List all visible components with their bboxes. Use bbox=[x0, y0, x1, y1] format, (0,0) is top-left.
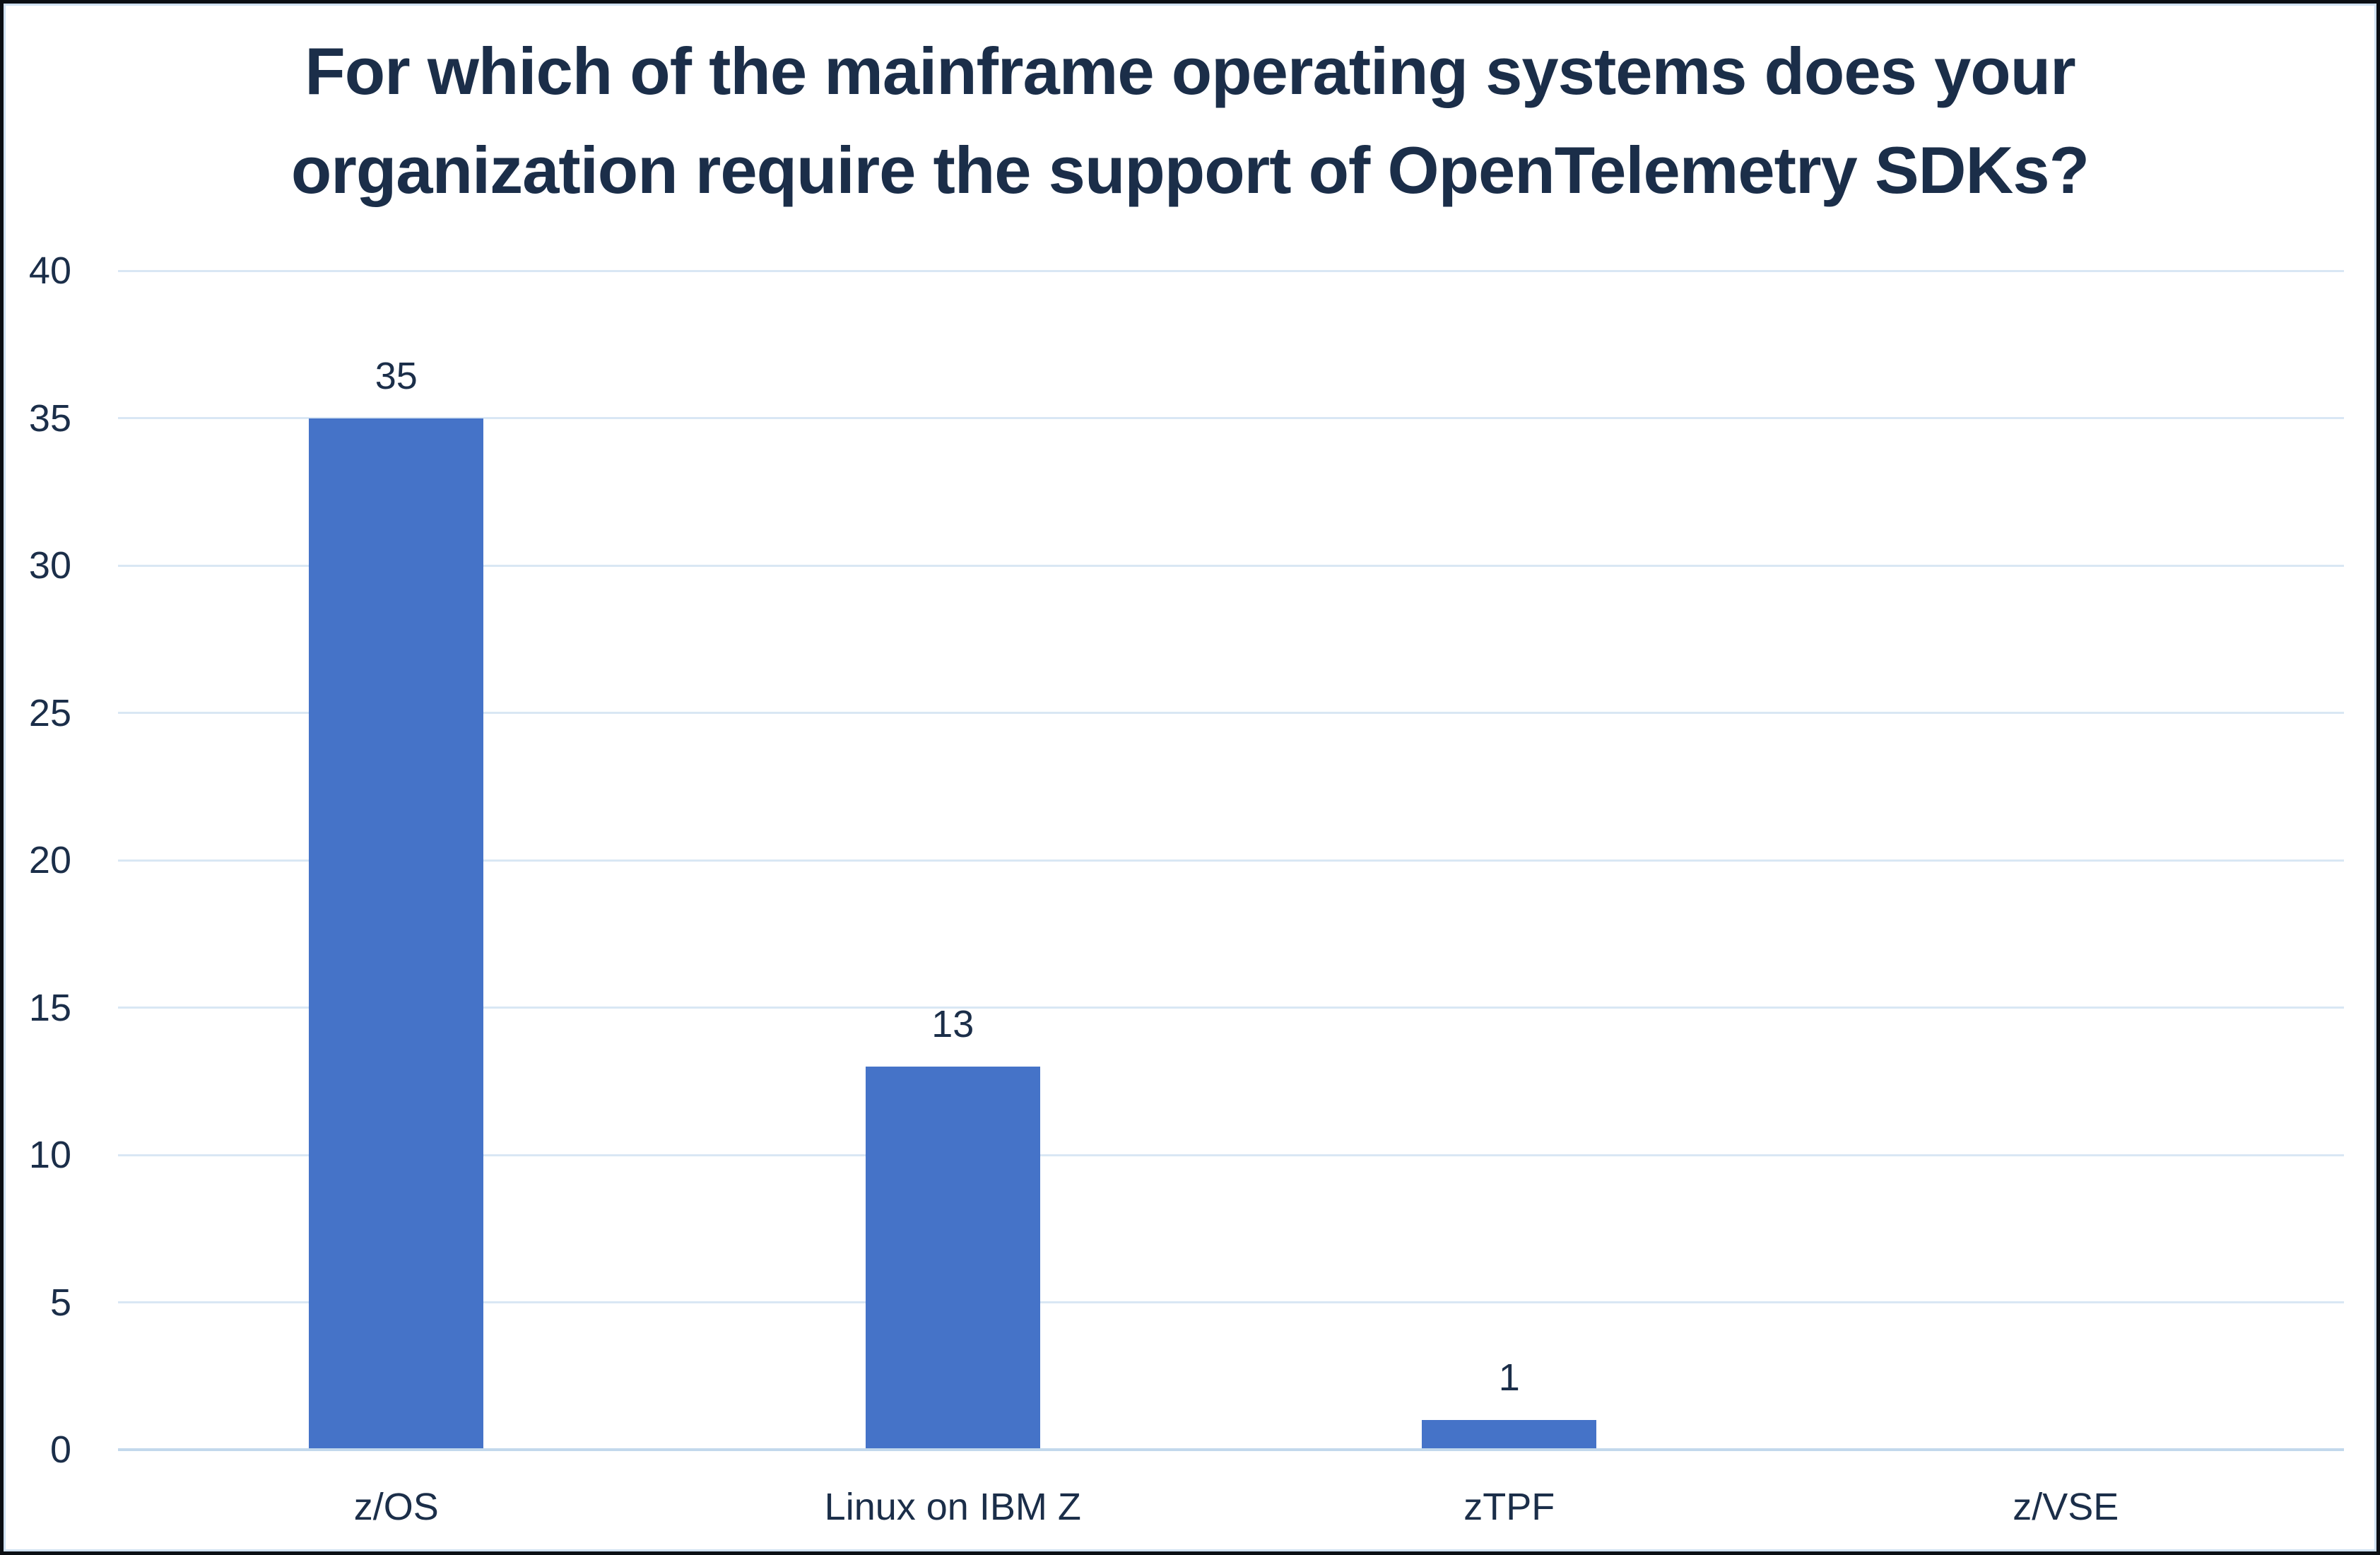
x-category-label-2: zTPF bbox=[1463, 1486, 1555, 1528]
bar-2 bbox=[1422, 1420, 1597, 1448]
gridline-5 bbox=[118, 1301, 2344, 1303]
x-category-label-0: z/OS bbox=[353, 1486, 439, 1528]
y-tick-label-25: 25 bbox=[28, 691, 71, 734]
y-tick-label-30: 30 bbox=[28, 544, 71, 587]
bar-value-label-2: 1 bbox=[1498, 1356, 1520, 1400]
gridline-30 bbox=[118, 564, 2344, 567]
gridline-10 bbox=[118, 1154, 2344, 1156]
x-category-label-1: Linux on IBM Z bbox=[824, 1486, 1081, 1528]
y-tick-label-15: 15 bbox=[28, 986, 71, 1029]
chart-title-line-1: For which of the mainframe operating sys… bbox=[305, 34, 2075, 108]
y-tick-label-10: 10 bbox=[28, 1134, 71, 1176]
y-tick-label-35: 35 bbox=[28, 397, 71, 440]
gridline-15 bbox=[118, 1007, 2344, 1009]
gridline-25 bbox=[118, 712, 2344, 714]
gridline-20 bbox=[118, 859, 2344, 862]
x-axis-line bbox=[118, 1448, 2344, 1451]
bar-0 bbox=[309, 418, 484, 1448]
x-category-label-3: z/VSE bbox=[2013, 1486, 2119, 1528]
y-tick-label-0: 0 bbox=[49, 1428, 71, 1471]
y-tick-label-40: 40 bbox=[28, 250, 71, 292]
y-tick-label-5: 5 bbox=[49, 1281, 71, 1324]
bar-value-label-0: 35 bbox=[375, 354, 418, 397]
bar-value-label-1: 13 bbox=[931, 1002, 974, 1045]
chart-title-line-2: organization require the support of Open… bbox=[290, 133, 2090, 207]
bar-1 bbox=[865, 1066, 1040, 1448]
y-tick-label-20: 20 bbox=[28, 839, 71, 881]
gridline-35 bbox=[118, 417, 2344, 419]
chart-title: For which of the mainframe operating sys… bbox=[4, 22, 2376, 220]
gridline-40 bbox=[118, 269, 2344, 272]
